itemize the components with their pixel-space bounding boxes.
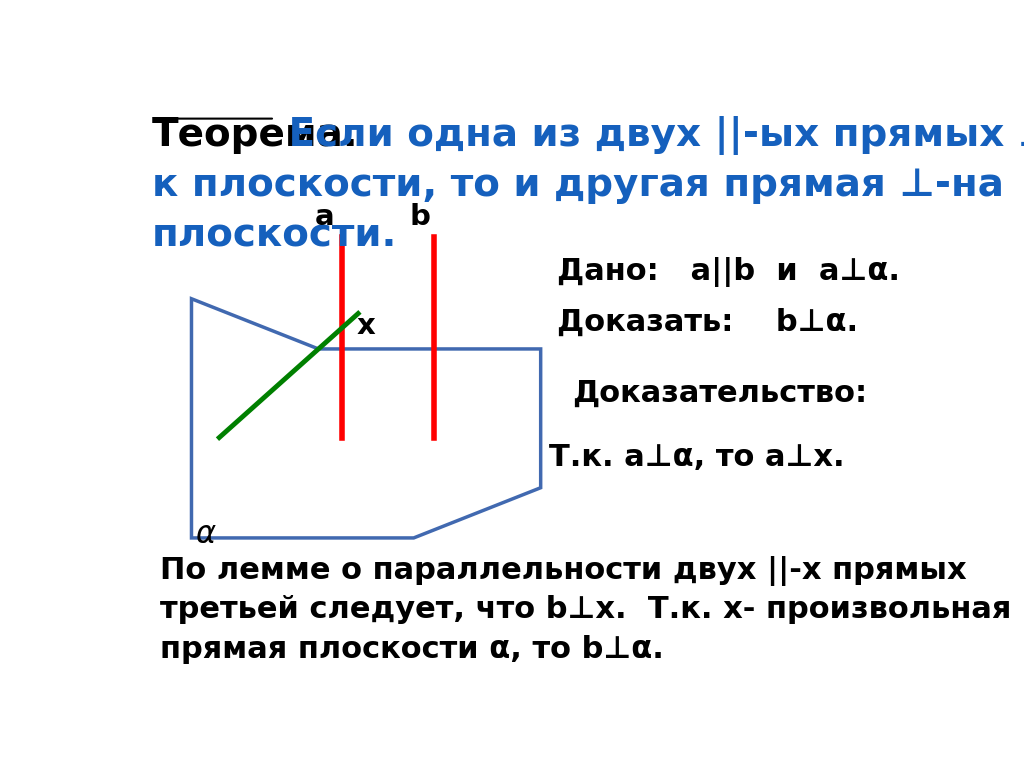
Text: Т.к. a⊥α, то a⊥x.: Т.к. a⊥α, то a⊥x. xyxy=(549,443,844,472)
Text: По лемме о параллельности двух ||-х прямых: По лемме о параллельности двух ||-х прям… xyxy=(160,555,967,586)
Text: a: a xyxy=(315,202,335,231)
Text: плоскости.: плоскости. xyxy=(152,216,397,254)
Text: прямая плоскости α, то b⊥α.: прямая плоскости α, то b⊥α. xyxy=(160,635,664,663)
Text: к плоскости, то и другая прямая ⊥-на  к  этой: к плоскости, то и другая прямая ⊥-на к э… xyxy=(152,166,1024,204)
Text: x: x xyxy=(356,311,376,340)
Text: Доказательство:: Доказательство: xyxy=(572,378,867,407)
Text: Доказать:    b⊥α.: Доказать: b⊥α. xyxy=(557,308,858,337)
Text: третьей следует, что b⊥x.  Т.к. x- произвольная: третьей следует, что b⊥x. Т.к. x- произв… xyxy=(160,595,1011,624)
Text: Теорема.: Теорема. xyxy=(152,116,358,153)
Text: Если одна из двух ||-ых прямых ⊥-на: Если одна из двух ||-ых прямых ⊥-на xyxy=(274,116,1024,155)
Text: Дано:   a||b  и  a⊥α.: Дано: a||b и a⊥α. xyxy=(557,258,899,288)
Text: b: b xyxy=(410,202,430,231)
Text: $\alpha$: $\alpha$ xyxy=(196,520,217,549)
